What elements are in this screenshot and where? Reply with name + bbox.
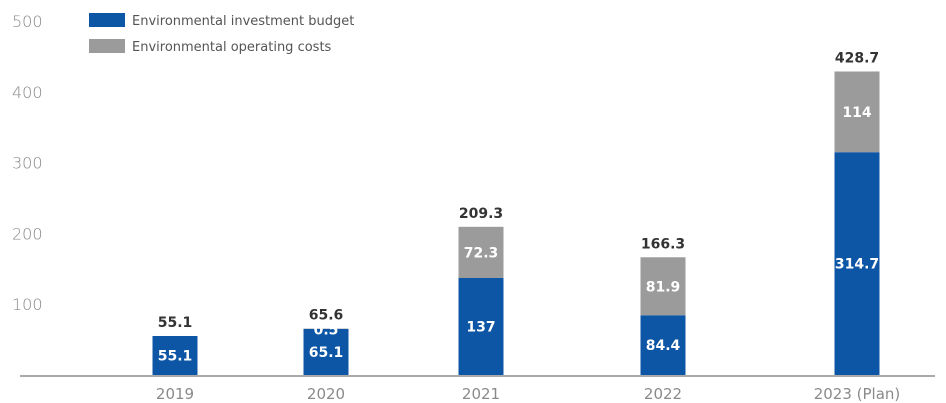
label-investment: 137	[466, 320, 495, 336]
label-investment: 84.4	[646, 338, 681, 354]
bar-operating	[458, 226, 504, 279]
label-operating: 114	[842, 105, 871, 121]
y-tick-label: 300	[12, 154, 43, 173]
y-tick-label: 500	[12, 12, 43, 31]
bars	[152, 71, 880, 375]
total-label: 209.3	[459, 206, 503, 222]
label-investment: 55.1	[158, 348, 193, 364]
x-tick-label: 2020	[307, 385, 345, 403]
bar-investment	[834, 152, 880, 375]
y-tick-label: 400	[12, 83, 43, 102]
label-investment: 314.7	[835, 257, 879, 273]
bar-operating	[640, 257, 686, 316]
x-axis: 2019 2020 2021 2022 2023 (Plan)	[20, 375, 935, 403]
bar-investment	[640, 315, 686, 375]
y-axis: 100 200 300 400 500	[12, 12, 43, 314]
total-label: 428.7	[835, 50, 879, 66]
legend-label-operating: Environmental operating costs	[132, 40, 332, 55]
x-tick-label: 2023 (Plan)	[814, 385, 901, 403]
label-investment: 65.1	[309, 345, 344, 361]
legend-swatch-operating	[89, 39, 125, 53]
y-tick-label: 100	[12, 295, 43, 314]
label-operating: 81.9	[646, 279, 681, 295]
y-tick-label: 200	[12, 224, 43, 243]
bar-operating	[834, 71, 880, 153]
total-label: 166.3	[641, 236, 685, 252]
bar-investment	[458, 278, 504, 375]
label-operating: 0.5	[314, 323, 339, 339]
legend-label-investment: Environmental investment budget	[132, 14, 354, 29]
x-tick-label: 2019	[156, 385, 194, 403]
bar-investment	[303, 328, 349, 375]
legend: Environmental investment budget Environme…	[89, 13, 354, 55]
legend-swatch-investment	[89, 13, 125, 27]
total-label: 65.6	[309, 308, 344, 324]
bar-investment	[152, 335, 198, 375]
x-tick-label: 2021	[462, 385, 500, 403]
x-tick-label: 2022	[644, 385, 682, 403]
total-label: 55.1	[158, 315, 193, 331]
data-labels: 55.1 55.1 65.1 0.565.6 137 72.3 209.3 84.4 81.9 1…	[158, 50, 879, 364]
label-operating: 72.3	[464, 245, 499, 261]
